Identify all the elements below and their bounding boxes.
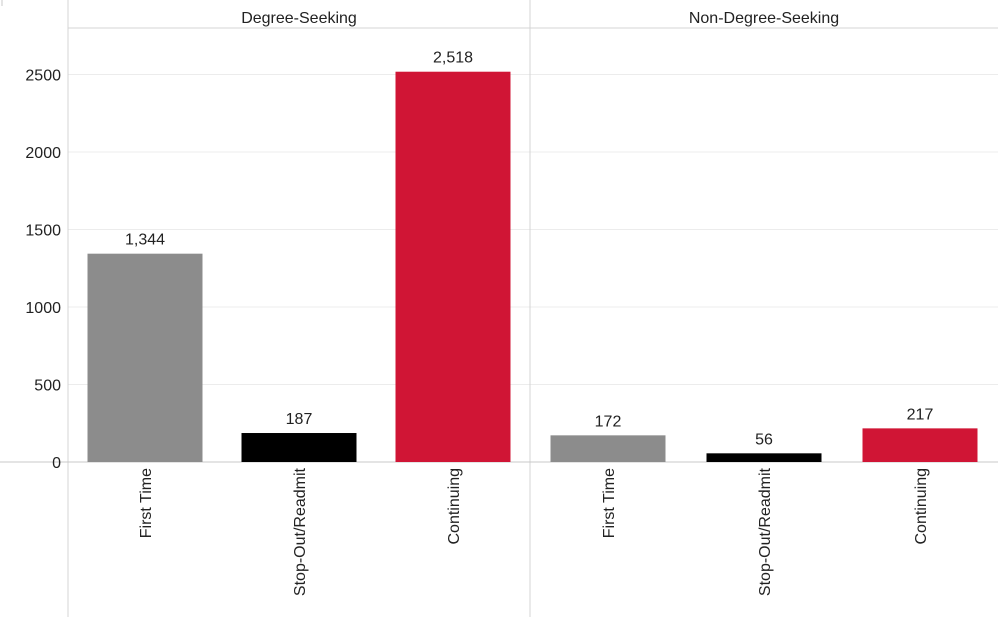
bar: [241, 433, 357, 462]
y-tick-label: 1000: [25, 300, 61, 317]
data-label: 2,518: [433, 50, 473, 67]
data-label: 217: [907, 406, 934, 423]
bar: [706, 453, 822, 462]
panel-title: Non-Degree-Seeking: [689, 10, 839, 27]
y-tick-label: 2000: [25, 145, 61, 162]
bar: [87, 253, 203, 462]
bar: [862, 428, 978, 462]
x-tick-label: Continuing: [446, 468, 463, 545]
data-label: 187: [286, 411, 313, 428]
bar: [550, 435, 666, 462]
bar: [395, 71, 511, 463]
panel-2: Non-Degree-Seeking 172 First Time 56 Stop-Ou…: [550, 10, 978, 596]
data-label: 1,344: [125, 232, 165, 249]
x-tick-label: First Time: [138, 468, 155, 538]
x-tick-label: Stop-Out/Readmit: [292, 467, 309, 596]
data-label: 172: [595, 413, 622, 430]
x-tick-label: Stop-Out/Readmit: [757, 467, 774, 596]
x-tick-label: First Time: [601, 468, 618, 538]
gridlines: [68, 74, 998, 385]
y-axis: 0 500 1000 1500 2000 2500: [25, 68, 61, 473]
data-label: 56: [755, 431, 773, 448]
y-tick-label: 500: [34, 378, 61, 395]
chart-panels: Degree-Seeking 1,344 First Time 187 Stop-Out…: [87, 10, 978, 596]
y-tick-label: 1500: [25, 223, 61, 240]
panel-title: Degree-Seeking: [241, 10, 357, 27]
y-tick-label: 2500: [25, 68, 61, 85]
y-tick-label: 0: [52, 455, 61, 472]
x-tick-label: Continuing: [913, 468, 930, 545]
panel-1: Degree-Seeking 1,344 First Time 187 Stop-Out…: [87, 10, 511, 596]
